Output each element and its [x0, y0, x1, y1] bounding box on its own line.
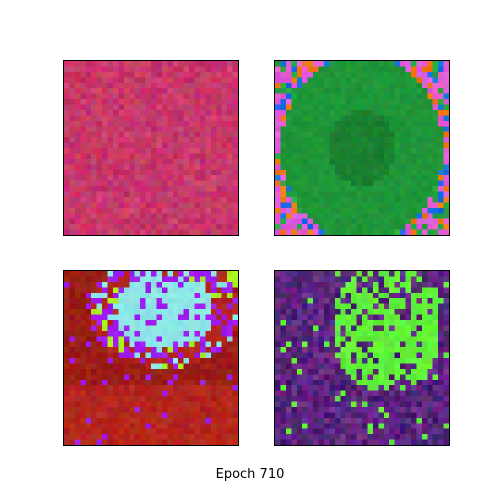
image-panel-bottom-left — [63, 270, 239, 446]
generated-image-bottom-left — [64, 271, 238, 445]
image-panel-top-right — [274, 60, 450, 236]
epoch-caption: Epoch 710 — [215, 467, 285, 482]
generated-image-top-right — [275, 61, 449, 235]
image-panel-top-left — [63, 60, 239, 236]
image-panel-bottom-right — [274, 270, 450, 446]
generated-image-bottom-right — [275, 271, 449, 445]
generated-image-top-left — [64, 61, 238, 235]
